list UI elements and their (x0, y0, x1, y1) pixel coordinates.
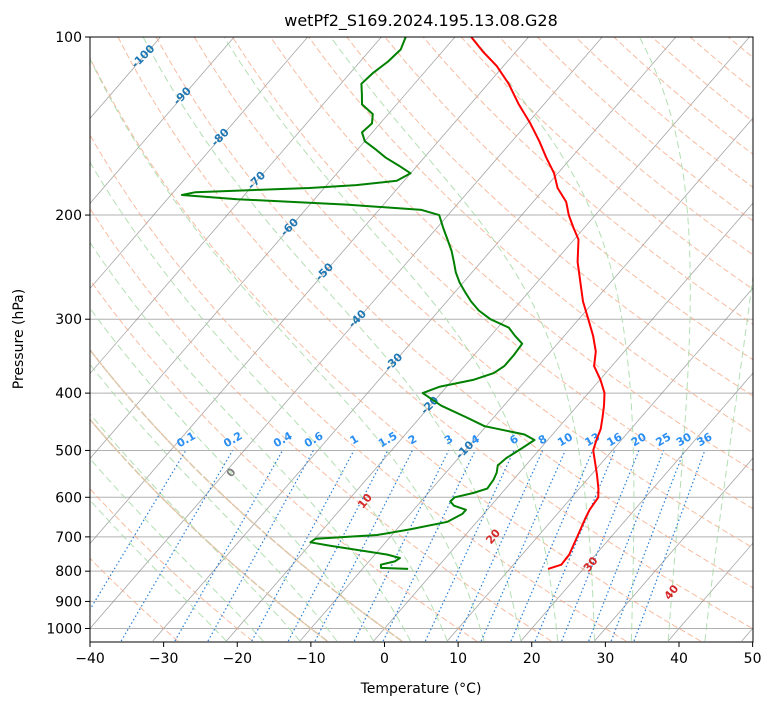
x-axis: −40 −30 −20 −10 0 10 20 30 40 50 (75, 642, 762, 667)
y-axis-label: Pressure (hPa) (11, 289, 27, 389)
dewpoint-profile-line (180, 37, 536, 570)
x-tick-label: 10 (449, 651, 467, 667)
x-tick-label: 40 (670, 651, 688, 667)
isotherm-line (90, 37, 529, 545)
x-tick-label: −20 (223, 651, 253, 667)
mixing-ratio-line (455, 450, 544, 642)
dry-adiabat-line (384, 37, 753, 361)
moist-adiabat-line (142, 37, 522, 642)
mixing-ratio-line (424, 450, 515, 642)
x-tick-label: −10 (296, 651, 326, 667)
moist-adiabat-line (90, 57, 485, 642)
y-axis: 100 200 300 400 500 600 700 800 900 1000 (46, 30, 90, 638)
dry-adiabat-line (90, 133, 627, 642)
mixing-ratio-line (633, 450, 706, 642)
mixing-ratio-line (251, 450, 355, 642)
y-tick-label: 600 (55, 490, 82, 506)
x-tick-label: −40 (75, 651, 105, 667)
moist-adiabat-line (90, 161, 448, 642)
x-tick-label: 0 (380, 651, 389, 667)
reference-adiabat-line (90, 418, 328, 642)
mixing-ratio-line (207, 450, 314, 642)
dry-adiabat-line (90, 279, 477, 642)
chart-title: wetPf2_S169.2024.195.13.08.G28 (284, 11, 558, 31)
moist-adiabat-line (90, 499, 227, 642)
y-tick-label: 500 (55, 443, 82, 459)
isotherm-line (373, 202, 753, 642)
mixing-ratio-line (353, 450, 450, 642)
y-tick-label: 400 (55, 386, 82, 402)
moist-adiabat-line (704, 272, 753, 641)
dry-adiabat-line (155, 37, 753, 589)
isotherm-line (594, 457, 753, 642)
temperature-profile-line (470, 37, 606, 570)
dry-adiabat-line (90, 56, 701, 642)
dry-adiabat-line (117, 37, 753, 630)
dry-adiabat-line (90, 207, 552, 642)
moist-adiabat-line (90, 241, 411, 642)
dry-adiabat-line (346, 37, 753, 397)
moist-adiabat-line (330, 37, 595, 641)
moist-adiabat-line (90, 457, 264, 642)
moist-adiabat-line (471, 37, 635, 641)
y-tick-label: 800 (55, 564, 82, 580)
isotherm-line (90, 37, 456, 460)
isotherm-line (152, 37, 677, 642)
mixing-ratio-line (534, 450, 616, 642)
dry-adiabat-line (90, 488, 253, 642)
mixing-ratio-line (510, 450, 594, 642)
x-tick-label: 30 (596, 651, 614, 667)
isotherm-line (520, 372, 753, 642)
x-axis-label: Temperature (°C) (360, 681, 482, 697)
plot-frame (89, 36, 754, 643)
isotherm-line (446, 287, 753, 642)
background-lines (90, 37, 775, 642)
mixing-ratio-line (174, 450, 284, 642)
y-tick-label: 300 (55, 312, 82, 328)
x-tick-label: 20 (523, 651, 541, 667)
y-tick-label: 1000 (46, 622, 82, 638)
isotherm-line (90, 37, 603, 630)
mixing-ratio-line (480, 450, 566, 642)
reference-adiabat-line (90, 348, 403, 642)
moist-adiabat-line (638, 37, 691, 642)
y-tick-label: 700 (55, 530, 82, 546)
moist-adiabat-line (223, 37, 559, 641)
dry-adiabat-line (270, 37, 753, 472)
x-tick-label: −30 (149, 651, 179, 667)
x-tick-label: 50 (744, 651, 762, 667)
dry-adiabat-line (460, 37, 753, 290)
dry-adiabat-line (766, 37, 775, 641)
isotherm-line (90, 37, 309, 290)
y-tick-label: 100 (55, 30, 82, 46)
moist-adiabat-line (90, 413, 301, 642)
isotherm-line (90, 37, 235, 205)
mixing-ratio-line (382, 450, 476, 642)
plot-background (90, 37, 753, 642)
moist-adiabat-line (90, 307, 375, 642)
dry-adiabat-line (231, 37, 753, 510)
y-tick-label: 200 (55, 208, 82, 224)
y-tick-label: 900 (55, 594, 82, 610)
mixing-ratio-line (120, 450, 234, 642)
sounding-profiles (180, 37, 606, 570)
isotherm-line (90, 37, 382, 375)
